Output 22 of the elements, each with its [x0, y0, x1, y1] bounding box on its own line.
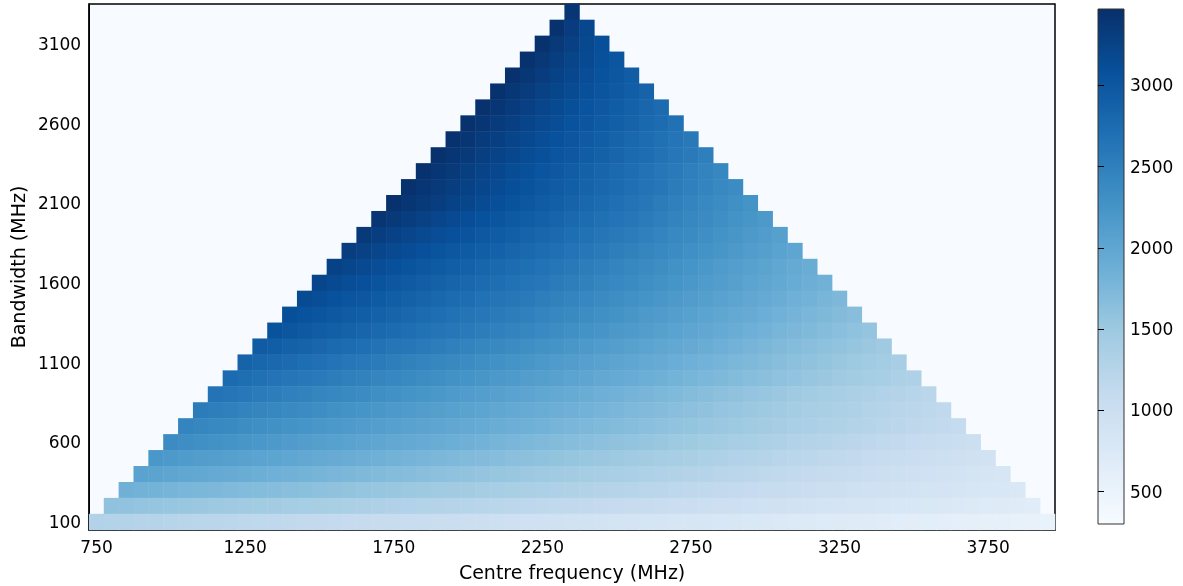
y-tick-label: 2100 — [37, 193, 82, 214]
x-tick-label: 750 — [80, 536, 113, 557]
color-bar-label: 2000 — [1130, 237, 1174, 258]
x-tick-label: 3750 — [966, 536, 1010, 557]
y-tick-label: 2600 — [37, 113, 82, 134]
y-tick-label: 1100 — [37, 352, 82, 373]
y-tick-label: 1600 — [37, 272, 82, 293]
x-tick-label: 1750 — [372, 536, 416, 557]
y-axis-title: Bandwidth (MHz) — [6, 185, 29, 349]
y-tick-label: 3100 — [37, 33, 82, 54]
color-bar-label: 2500 — [1130, 156, 1174, 177]
x-tick-label: 3250 — [817, 536, 862, 557]
x-axis-title: Centre frequency (MHz) — [458, 560, 686, 583]
color-bar-label: 1000 — [1130, 400, 1174, 421]
color-bar-label: 1500 — [1130, 319, 1174, 340]
x-tick-label: 2750 — [669, 536, 713, 557]
x-tick-label: 1250 — [223, 536, 267, 557]
color-bar-label: 500 — [1130, 481, 1163, 502]
x-tick-label: 2250 — [520, 536, 564, 557]
y-tick-label: 600 — [48, 432, 82, 453]
y-tick-label: 100 — [48, 512, 82, 533]
color-bar-label: 3000 — [1130, 75, 1174, 96]
